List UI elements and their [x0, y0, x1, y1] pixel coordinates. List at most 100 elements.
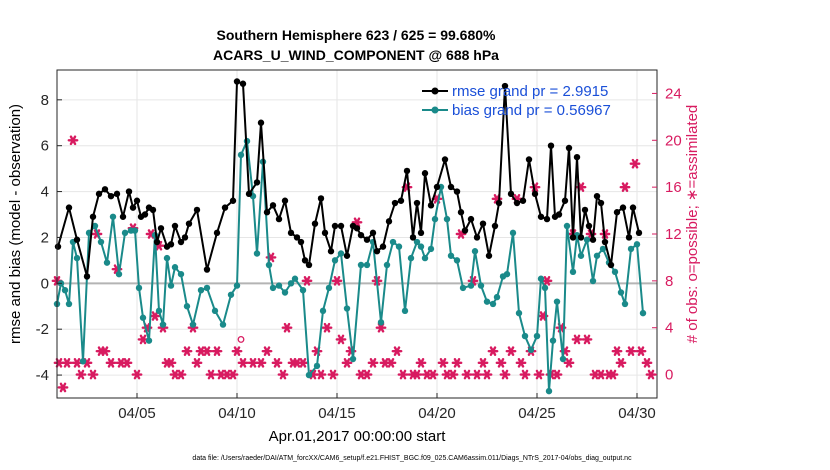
- obs-assimilated-point: [533, 369, 545, 380]
- bias-point: [431, 215, 439, 223]
- bias-point: [459, 284, 467, 292]
- bias-point: [417, 243, 425, 250]
- bias-point: [493, 293, 501, 301]
- rmse-point: [513, 199, 521, 207]
- obs-assimilated-point: [571, 334, 583, 345]
- rmse-point: [479, 220, 487, 227]
- rmse-point: [125, 188, 133, 195]
- y-axis-left-label: rmse and bias (model - observation): [7, 104, 24, 344]
- bias-point: [515, 309, 523, 317]
- rmse-point: [141, 211, 149, 218]
- bias-point: [299, 286, 307, 294]
- bias-point: [73, 254, 81, 262]
- rmse-point: [537, 213, 545, 220]
- bias-point: [131, 227, 139, 234]
- obs-assimilated-point: [297, 358, 309, 368]
- bias-point: [537, 275, 545, 282]
- rmse-point: [293, 234, 301, 241]
- bias-point: [233, 282, 241, 289]
- bias-point: [639, 309, 647, 317]
- rmse-point: [337, 222, 345, 230]
- rmse-point: [245, 190, 253, 198]
- bias-point: [549, 337, 557, 344]
- rmse-point: [185, 220, 193, 227]
- rmse-point: [133, 197, 141, 204]
- rmse-point: [397, 197, 405, 204]
- bias-point: [583, 236, 591, 243]
- obs-assimilated-point: [181, 346, 193, 356]
- obs-assimilated-point: [71, 358, 83, 368]
- rmse-point: [619, 204, 627, 211]
- obs-assimilated-point: [99, 346, 111, 356]
- bias-point: [349, 355, 357, 363]
- obs-assimilated-point: [375, 322, 387, 333]
- obs-assimilated-point: [341, 358, 353, 368]
- rmse-point: [167, 241, 175, 248]
- bias-point: [269, 284, 277, 292]
- obs-assimilated-point: [67, 135, 79, 146]
- bias-point: [171, 264, 179, 271]
- rmse-point: [253, 179, 261, 186]
- obs-assimilated-point: [487, 346, 499, 356]
- bias-point: [145, 337, 153, 344]
- bias-point: [177, 270, 185, 278]
- bias-point: [377, 319, 385, 326]
- obs-assimilated-point: [75, 369, 87, 380]
- rmse-point: [417, 229, 425, 237]
- rmse-point: [565, 144, 573, 152]
- obs-assimilated-point: [271, 358, 283, 368]
- obs-assimilated-point: [261, 346, 273, 356]
- bias-point: [611, 268, 619, 276]
- bias-point: [503, 270, 511, 278]
- bias-point: [319, 307, 327, 315]
- y-right-tick-label: 12: [665, 226, 682, 243]
- bias-point: [121, 229, 129, 237]
- bias-point: [413, 238, 421, 246]
- obs-assimilated-point: [471, 369, 483, 380]
- rmse-point: [177, 238, 185, 246]
- x-axis: 04/05 04/10 04/15 04/20 04/25 04/30: [118, 393, 656, 422]
- obs-assimilated-point: [415, 358, 427, 368]
- rmse-point: [275, 215, 283, 223]
- obs-assimilated-point: [175, 369, 187, 380]
- obs-assimilated-point: [87, 369, 99, 380]
- bias-point: [401, 307, 409, 315]
- obs-assimilated-point: [611, 346, 623, 356]
- rmse-point: [625, 234, 633, 241]
- obs-assimilated-point: [131, 369, 143, 380]
- rmse-point: [317, 195, 325, 202]
- rmse-point: [129, 204, 137, 211]
- rmse-point: [327, 248, 335, 255]
- obs-possible-point: [237, 335, 245, 343]
- rmse-point: [519, 197, 527, 204]
- x-axis-label: Apr.01,2017 00:00:00 start: [269, 428, 447, 445]
- bias-point: [627, 245, 635, 253]
- bias-point: [589, 277, 597, 285]
- obs-assimilated-point: [551, 369, 563, 380]
- bias-point: [109, 213, 117, 220]
- bias-point: [633, 241, 641, 248]
- rmse-point: [555, 211, 563, 218]
- rmse-point: [153, 238, 161, 246]
- rmse-point: [391, 199, 399, 207]
- rmse-point: [65, 204, 73, 211]
- bias-point: [559, 355, 567, 363]
- obs-assimilated-point: [515, 358, 527, 368]
- x-tick-label: 04/05: [118, 405, 156, 422]
- obs-assimilated-point: [481, 369, 493, 380]
- obs-assimilated-point: [321, 322, 333, 333]
- bias-point: [467, 282, 475, 289]
- obs-assimilated-point: [237, 358, 249, 368]
- rmse-point: [589, 236, 597, 243]
- rmse-point: [569, 234, 577, 241]
- legend-bias-marker: [431, 106, 439, 114]
- rmse-series: [54, 78, 643, 280]
- obs-assimilated-point: [477, 358, 489, 368]
- rmse-point: [95, 190, 103, 198]
- obs-assimilated-point: [191, 358, 203, 368]
- rmse-point: [149, 206, 157, 214]
- bias-point: [489, 300, 497, 308]
- x-tick-label: 04/15: [318, 405, 356, 422]
- bias-point: [325, 284, 333, 292]
- obs-assimilated-point: [255, 358, 267, 368]
